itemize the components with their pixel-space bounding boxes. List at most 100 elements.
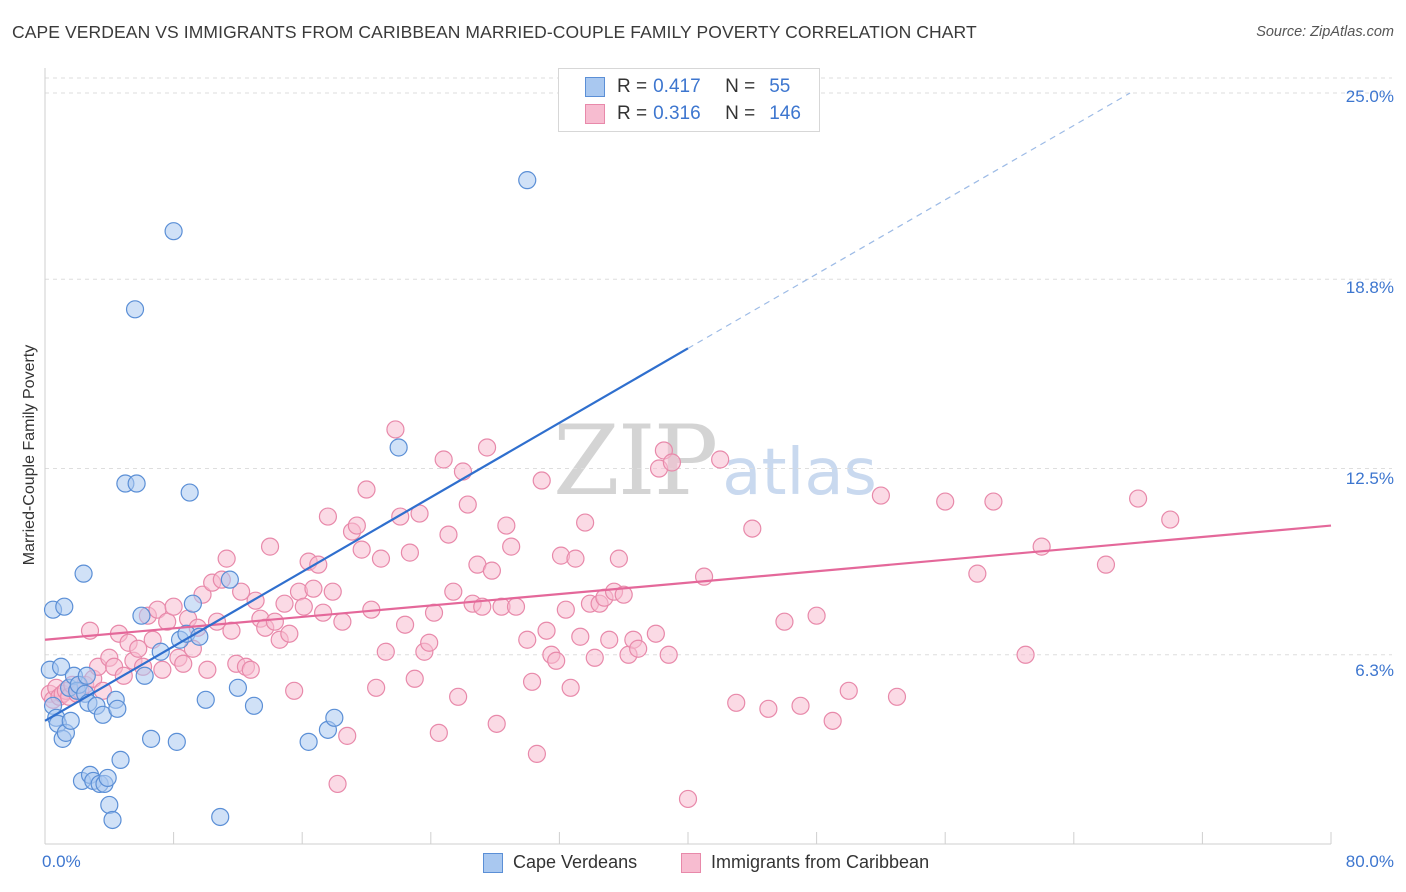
data-point (518, 630, 537, 649)
data-point (217, 549, 236, 568)
data-point (537, 621, 556, 640)
data-point (532, 471, 551, 490)
x-tick-label: 80.0% (1345, 852, 1394, 871)
data-point (968, 564, 987, 583)
data-point (333, 612, 352, 631)
data-point (561, 678, 580, 697)
data-point (420, 633, 439, 652)
data-point (232, 582, 251, 601)
legend-swatch-blue (585, 77, 605, 97)
data-point (585, 648, 604, 667)
data-point (103, 810, 122, 830)
data-point (198, 660, 217, 679)
data-point (629, 639, 648, 658)
series-legend: Cape Verdeans Immigrants from Caribbean (0, 852, 1406, 878)
data-point (132, 606, 151, 625)
data-point (220, 570, 239, 589)
data-point (609, 549, 628, 568)
legend-n-label: N = (725, 103, 756, 124)
legend-r-value: 0.316 (653, 103, 701, 124)
data-point (439, 525, 458, 544)
data-point (1161, 510, 1180, 529)
data-point (74, 564, 93, 583)
data-point (158, 612, 177, 631)
data-point (328, 774, 347, 794)
data-point (936, 492, 955, 511)
y-tick-label: 12.5% (1345, 469, 1394, 488)
data-point (614, 585, 633, 604)
data-point (174, 654, 193, 673)
data-point (449, 687, 468, 706)
data-point (487, 714, 506, 733)
y-tick-label: 18.8% (1345, 278, 1394, 297)
y-tick-label: 6.3% (1355, 661, 1394, 680)
data-point (352, 540, 371, 559)
data-point (164, 222, 183, 241)
data-point (600, 630, 619, 649)
legend-item-immigrants-from-caribbean[interactable]: Immigrants from Caribbean (681, 852, 929, 873)
data-point (285, 681, 304, 700)
data-point (727, 693, 746, 712)
data-point (244, 696, 264, 715)
data-point (299, 732, 318, 751)
data-point (164, 597, 183, 616)
data-point (275, 594, 294, 613)
data-point (127, 474, 146, 493)
watermark-atlas: atlas (722, 436, 877, 510)
data-point (556, 600, 575, 619)
data-point (458, 495, 477, 514)
legend-n-value: 55 (769, 76, 791, 97)
legend-swatch-blue (483, 852, 503, 873)
data-point (313, 603, 333, 622)
data-point (180, 483, 199, 502)
data-point (196, 690, 215, 709)
legend-r-label: R = (617, 76, 648, 97)
series-immigrants-from-caribbean (40, 420, 1180, 809)
data-point (395, 615, 415, 634)
grid-lines (45, 77, 1392, 656)
trend-line-cape-verdeans (44, 347, 689, 722)
legend-item-cape-verdeans[interactable]: Cape Verdeans (483, 852, 637, 873)
data-point (386, 420, 405, 439)
legend-row-immigrants-from-caribbean: R = 0.316 N = 146 (585, 102, 801, 126)
data-point (659, 645, 678, 664)
watermark-zip: ZIP (553, 405, 718, 517)
data-point (662, 453, 682, 472)
data-point (135, 666, 154, 685)
legend-item-label: Cape Verdeans (513, 852, 638, 872)
data-point (347, 516, 366, 535)
data-point (371, 549, 391, 568)
data-point (241, 660, 260, 679)
data-point (183, 594, 202, 613)
data-point (576, 513, 595, 532)
legend-swatch-pink (681, 852, 701, 873)
data-point (1096, 555, 1116, 574)
data-point (338, 726, 357, 745)
data-point (547, 651, 566, 670)
data-point (429, 723, 448, 742)
data-point (228, 678, 247, 697)
y-tick-label: 25.0% (1345, 87, 1394, 106)
trend-line-extension (687, 92, 1131, 349)
data-point (294, 597, 313, 616)
data-point (743, 519, 762, 538)
x-tick-label: 0.0% (42, 852, 81, 871)
chart-title: CAPE VERDEAN VS IMMIGRANTS FROM CARIBBEA… (12, 22, 977, 42)
trend-lines (44, 92, 1332, 722)
data-point (823, 711, 842, 730)
data-point (506, 597, 526, 616)
data-point (61, 711, 80, 730)
data-point (444, 582, 463, 601)
data-point (55, 597, 74, 616)
data-point (502, 537, 521, 556)
data-point (527, 744, 546, 763)
data-point (646, 624, 665, 643)
data-point (711, 450, 730, 469)
data-point (108, 699, 127, 718)
data-point (323, 582, 342, 601)
legend-row-cape-verdeans: R = 0.417 N = 55 (585, 75, 790, 99)
data-point (111, 750, 130, 769)
data-point (100, 795, 119, 815)
data-point (389, 438, 408, 457)
